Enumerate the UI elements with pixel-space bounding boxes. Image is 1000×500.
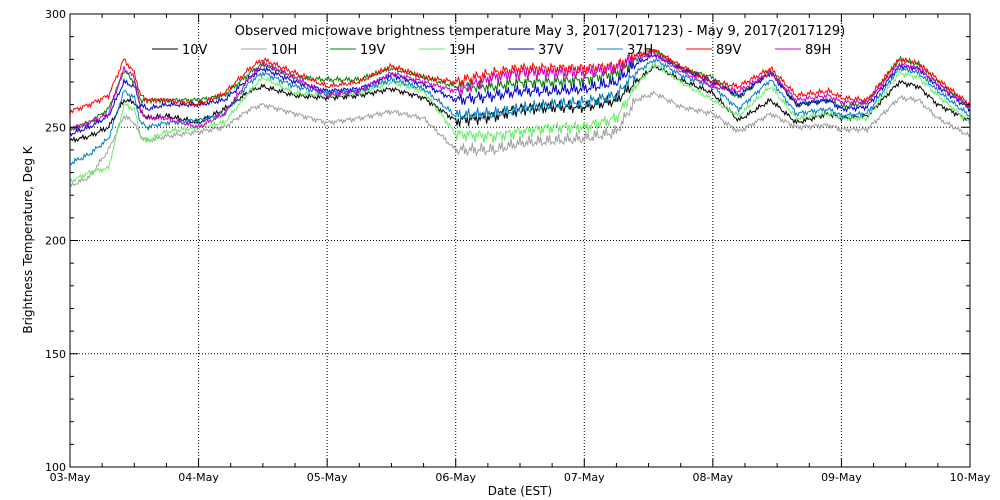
legend: 10V 10H 19V 19H 37V 37H 89V 89H — [152, 43, 831, 58]
x-axis-label: Date (EST) — [488, 484, 552, 498]
x-tick-label: 07-May — [564, 471, 605, 484]
legend-label-37V: 37V — [538, 43, 564, 58]
legend-label-19V: 19V — [360, 43, 386, 58]
series-line-89H — [69, 51, 971, 131]
legend-label-10V: 10V — [182, 43, 208, 58]
x-tick-label: 04-May — [178, 471, 219, 484]
legend-label-19H: 19H — [449, 43, 475, 58]
x-tick-label: 10-May — [950, 471, 991, 484]
y-tick-label: 300 — [45, 8, 66, 21]
y-tick-label: 150 — [45, 348, 66, 361]
x-tick-label: 08-May — [692, 471, 733, 484]
axes: 100 150 200 250 300 03-May 04-May 05-May 06-May 0… — [45, 8, 991, 484]
x-tick-label: 05-May — [307, 471, 348, 484]
series-line-37V — [69, 52, 971, 137]
y-tick-label: 100 — [45, 461, 66, 474]
series-line-10V — [69, 61, 971, 144]
chart-title: Observed microwave brightness temperatur… — [235, 24, 845, 39]
series-line-10H — [69, 90, 971, 188]
series-line-89V — [69, 48, 971, 115]
y-axis-label: Brightness Temperature, Deg K — [21, 145, 35, 333]
x-tick-label: 09-May — [821, 471, 862, 484]
y-tick-label: 200 — [45, 235, 66, 248]
legend-label-37H: 37H — [627, 43, 653, 58]
legend-label-89H: 89H — [805, 43, 831, 58]
x-tick-label: 03-May — [50, 471, 91, 484]
x-tick-label: 06-May — [435, 471, 476, 484]
legend-label-89V: 89V — [716, 43, 742, 58]
series-line-37H — [69, 56, 971, 166]
series-lines — [69, 48, 971, 188]
series-line-19H — [69, 61, 971, 185]
y-tick-label: 250 — [45, 121, 66, 134]
legend-label-10H: 10H — [271, 43, 297, 58]
